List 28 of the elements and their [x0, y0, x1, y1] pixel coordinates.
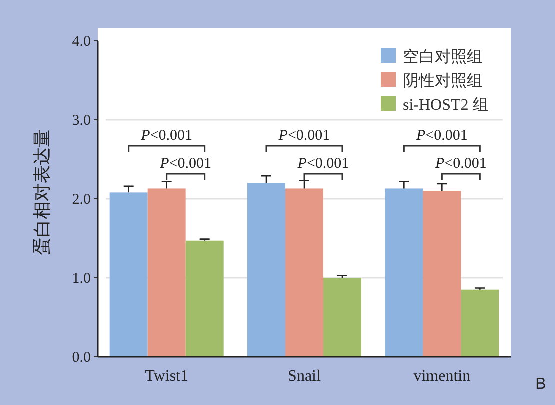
bar	[186, 240, 224, 357]
y-tick-label: 4.0	[72, 34, 91, 50]
bar	[423, 191, 462, 357]
bar	[148, 188, 186, 357]
bar	[248, 183, 286, 357]
annotation: P<0.001	[140, 128, 193, 144]
bar	[286, 188, 324, 357]
bar	[461, 290, 500, 357]
bar	[110, 192, 148, 357]
annotation: P<0.001	[296, 156, 350, 172]
annotation: P<0.001	[278, 128, 330, 144]
y-tick-label: 3.0	[72, 113, 91, 129]
text: B	[536, 376, 546, 393]
bar	[324, 278, 362, 357]
bar	[385, 188, 424, 357]
annotation: P<0.001	[434, 156, 487, 172]
y-tick-label: 0.0	[72, 350, 91, 366]
x-tick-label: vimentin	[414, 368, 471, 385]
x-tick-label: Snail	[288, 368, 322, 385]
legend-label: 空白对照组	[403, 48, 483, 66]
legend-label: si-HOST2 组	[403, 97, 489, 114]
y-tick-label: 2.0	[72, 192, 91, 208]
y-axis-title: 蛋白相对表达量	[32, 130, 52, 256]
legend-label: 阴性对照组	[403, 72, 483, 90]
annotation: P<0.001	[415, 128, 468, 144]
x-tick-label: Twist1	[145, 368, 188, 385]
annotation: P<0.001	[159, 156, 212, 172]
y-tick-label: 1.0	[72, 271, 91, 287]
